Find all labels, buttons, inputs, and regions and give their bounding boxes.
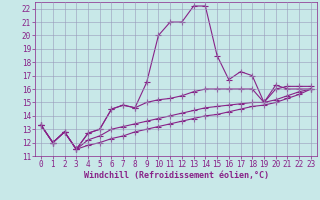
- X-axis label: Windchill (Refroidissement éolien,°C): Windchill (Refroidissement éolien,°C): [84, 171, 268, 180]
